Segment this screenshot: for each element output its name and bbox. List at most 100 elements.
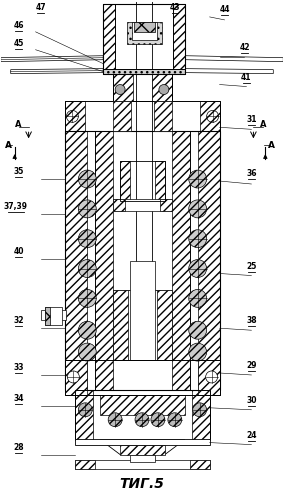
Polygon shape xyxy=(185,69,273,74)
Circle shape xyxy=(67,371,79,383)
Text: 38: 38 xyxy=(246,316,257,325)
Bar xyxy=(45,307,62,325)
Text: A: A xyxy=(268,141,275,150)
Bar xyxy=(65,101,85,131)
Bar xyxy=(132,22,157,40)
Text: 36: 36 xyxy=(246,169,257,178)
Text: ΤИГ.5: ΤИГ.5 xyxy=(120,478,164,492)
Circle shape xyxy=(189,170,207,188)
Bar xyxy=(65,131,220,390)
Bar xyxy=(65,131,87,390)
Bar xyxy=(173,4,185,74)
Text: 33: 33 xyxy=(13,363,24,372)
Bar xyxy=(120,161,165,201)
Bar xyxy=(155,161,165,201)
Bar xyxy=(127,22,162,44)
Bar xyxy=(65,360,87,395)
Circle shape xyxy=(78,259,96,277)
Bar xyxy=(100,395,185,415)
Bar xyxy=(190,460,210,470)
Bar xyxy=(154,101,172,131)
Text: 44: 44 xyxy=(219,5,230,14)
Circle shape xyxy=(78,289,96,307)
Circle shape xyxy=(189,200,207,218)
Circle shape xyxy=(189,343,207,361)
Circle shape xyxy=(189,259,207,277)
Bar xyxy=(103,4,115,74)
Text: 42: 42 xyxy=(239,43,250,52)
Bar xyxy=(113,290,128,360)
Bar xyxy=(198,360,220,395)
Bar xyxy=(75,460,95,470)
Circle shape xyxy=(66,110,78,122)
Bar xyxy=(134,22,155,32)
Bar xyxy=(113,74,172,101)
Text: A: A xyxy=(260,120,267,129)
Text: 24: 24 xyxy=(246,431,257,440)
Bar xyxy=(113,199,125,211)
Circle shape xyxy=(193,403,207,417)
Circle shape xyxy=(78,200,96,218)
Bar xyxy=(41,310,66,320)
Bar xyxy=(75,460,210,470)
Text: 37,39: 37,39 xyxy=(4,202,28,211)
Text: 32: 32 xyxy=(13,316,24,325)
Text: 35: 35 xyxy=(13,167,24,176)
Bar xyxy=(95,131,190,390)
Circle shape xyxy=(189,321,207,339)
Circle shape xyxy=(78,403,92,417)
Polygon shape xyxy=(11,69,103,74)
Bar xyxy=(160,199,172,211)
Text: 46: 46 xyxy=(13,21,24,30)
Circle shape xyxy=(78,230,96,248)
Bar xyxy=(95,131,113,390)
Polygon shape xyxy=(1,56,103,62)
Circle shape xyxy=(207,110,219,122)
Text: 29: 29 xyxy=(246,361,257,370)
Bar xyxy=(192,390,210,440)
Text: 28: 28 xyxy=(13,443,24,452)
Circle shape xyxy=(159,84,169,94)
Bar xyxy=(130,455,155,463)
Circle shape xyxy=(78,343,96,361)
Circle shape xyxy=(78,170,96,188)
Bar xyxy=(65,101,220,131)
Text: A: A xyxy=(15,120,22,129)
Bar xyxy=(113,101,131,131)
Bar xyxy=(75,439,210,445)
Bar xyxy=(45,307,51,325)
Text: 31: 31 xyxy=(246,115,257,124)
Bar xyxy=(113,74,133,101)
Bar xyxy=(113,199,172,211)
Bar xyxy=(130,260,155,360)
Bar xyxy=(152,74,172,101)
Text: 45: 45 xyxy=(13,39,24,48)
Circle shape xyxy=(151,413,165,427)
Circle shape xyxy=(78,321,96,339)
Text: 25: 25 xyxy=(246,261,257,270)
Circle shape xyxy=(189,289,207,307)
Text: 34: 34 xyxy=(13,394,24,403)
Text: 30: 30 xyxy=(246,396,257,405)
Circle shape xyxy=(135,413,149,427)
Bar xyxy=(120,445,165,455)
Polygon shape xyxy=(185,56,283,62)
Bar xyxy=(200,101,220,131)
Bar xyxy=(75,390,93,440)
Circle shape xyxy=(189,230,207,248)
Circle shape xyxy=(206,371,218,383)
Bar xyxy=(136,0,152,74)
Circle shape xyxy=(115,84,125,94)
Bar xyxy=(172,131,190,390)
Bar xyxy=(65,360,220,395)
Bar xyxy=(103,69,185,74)
Bar xyxy=(103,4,185,74)
Bar xyxy=(120,161,130,201)
Text: A: A xyxy=(5,141,12,150)
Text: 47: 47 xyxy=(35,3,46,12)
Text: 40: 40 xyxy=(13,247,24,255)
Text: 41: 41 xyxy=(241,72,252,81)
Bar xyxy=(198,131,220,390)
Bar xyxy=(75,390,210,440)
Polygon shape xyxy=(100,440,185,455)
